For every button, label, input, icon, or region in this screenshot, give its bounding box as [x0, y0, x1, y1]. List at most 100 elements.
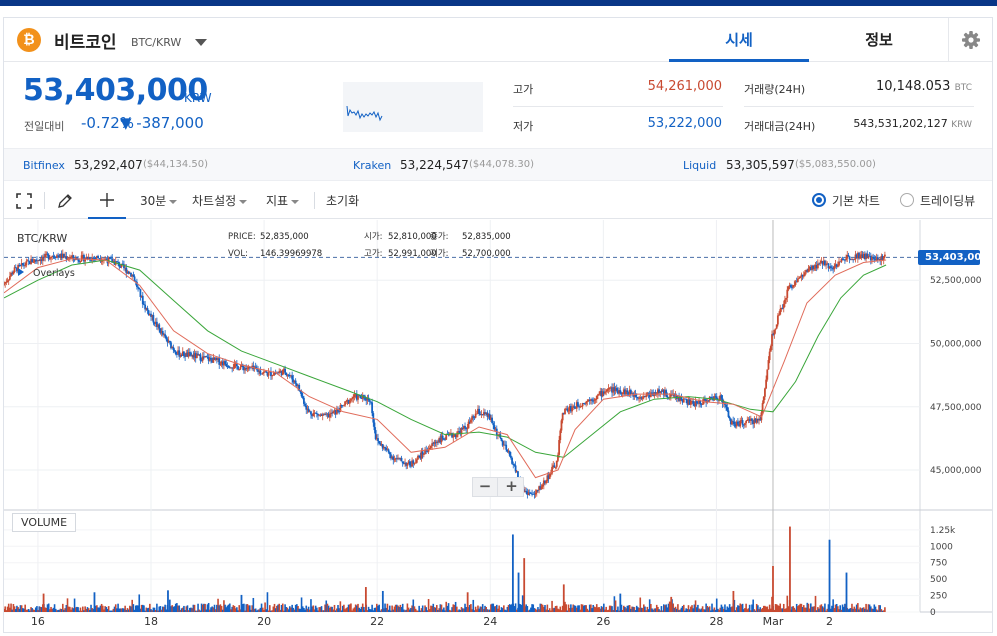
candlestick-chart[interactable]: 45,000,00047,500,00050,000,00052,500,000…	[3, 220, 992, 632]
zoom-out-button[interactable]: −	[473, 478, 498, 496]
candle-body	[711, 397, 713, 400]
volume-bar	[398, 606, 400, 612]
volume-bar	[545, 609, 547, 612]
candle-body	[346, 400, 349, 402]
volume-bar	[538, 609, 540, 612]
tradingview-radio[interactable]	[900, 193, 914, 207]
interval-select[interactable]: 30분	[140, 192, 178, 209]
candle-body	[195, 353, 198, 359]
candle-body	[395, 458, 398, 460]
reset-button[interactable]: 초기화	[326, 194, 360, 208]
volume-bar	[726, 606, 729, 612]
volume-bar	[640, 607, 643, 612]
volume-bar	[588, 604, 591, 612]
candle-body	[557, 454, 559, 461]
volume-bar	[680, 607, 683, 612]
volume-bar	[281, 603, 284, 612]
volume-bar	[853, 606, 856, 612]
candle-body	[170, 342, 172, 349]
candle-body	[527, 492, 530, 495]
candle-body	[712, 399, 715, 401]
pencil-icon[interactable]	[56, 192, 74, 210]
volume-bar	[461, 608, 464, 612]
volume-bar	[741, 603, 744, 612]
candle-body	[582, 403, 585, 404]
candle-body	[841, 259, 844, 260]
volume-bar	[752, 599, 754, 612]
volume-bar	[234, 608, 237, 612]
tradingview-label[interactable]: 트레이딩뷰	[920, 194, 976, 208]
candle-body	[24, 265, 27, 267]
candle-body	[384, 447, 386, 448]
volume-bar	[615, 610, 618, 612]
candle-body	[434, 442, 437, 444]
crosshair-button[interactable]	[88, 182, 126, 219]
volume-bar	[154, 609, 157, 612]
volume-bar	[138, 594, 141, 612]
volume-bar	[591, 608, 593, 612]
overlays-toggle-icon[interactable]	[18, 268, 24, 276]
candle-body	[393, 459, 396, 461]
zoom-in-button[interactable]: +	[505, 477, 518, 495]
price-chart-area[interactable]: 45,000,000 47,500,000 50,000,000 52,500,000…	[3, 220, 992, 632]
indicators-menu[interactable]: 지표	[266, 192, 300, 209]
volume-bar	[126, 608, 129, 612]
current-price: 53,403,000	[23, 73, 208, 108]
candle-body	[460, 428, 463, 435]
tab-info[interactable]: 정보	[865, 31, 893, 49]
candle-body	[454, 434, 457, 438]
volume-bar	[110, 610, 112, 612]
tab-price[interactable]: 시세	[669, 18, 809, 62]
volume-bar	[178, 605, 181, 612]
coin-name[interactable]: 비트코인	[54, 33, 117, 53]
volume-bar	[401, 603, 404, 612]
volume-bar	[795, 603, 798, 612]
candle-body	[594, 399, 597, 400]
basic-chart-radio[interactable]	[812, 193, 826, 207]
overlays-toggle[interactable]: Overlays	[33, 268, 75, 279]
chevron-down-icon[interactable]	[195, 39, 207, 46]
volume-bar	[276, 605, 278, 612]
coin-pair[interactable]: BTC/KRW	[131, 36, 182, 49]
candle-body	[138, 287, 141, 290]
candle-body	[313, 412, 316, 414]
candle-body	[190, 352, 192, 356]
volume-spike-bar	[732, 590, 735, 612]
candle-body	[132, 274, 135, 277]
candle-body	[445, 434, 448, 440]
volume-bar	[639, 597, 642, 612]
candle-body	[143, 304, 145, 306]
volume-bar	[564, 601, 566, 612]
candle-body	[94, 258, 97, 259]
volume-bar	[526, 606, 529, 612]
volume-bar	[762, 605, 765, 612]
chart-settings-menu[interactable]: 차트설정	[192, 192, 248, 209]
volume-bar	[547, 610, 550, 612]
candle-body	[131, 274, 134, 277]
exchange-usd-kraken: ($44,078.30)	[469, 159, 535, 170]
candle-body	[559, 430, 562, 441]
volume-bar	[354, 604, 357, 612]
candle-body	[858, 253, 860, 259]
settings-button[interactable]	[948, 18, 992, 62]
candle-body	[48, 258, 51, 260]
candle-body	[50, 256, 52, 259]
candle-body	[305, 405, 308, 410]
volume-bar	[318, 607, 320, 612]
volume-bar	[558, 609, 560, 612]
candle-body	[793, 284, 796, 286]
volume-bar	[104, 606, 106, 612]
candle-body	[505, 444, 508, 450]
volume-bar	[808, 608, 811, 612]
fullscreen-icon[interactable]	[16, 193, 32, 209]
volume-bar	[173, 606, 176, 612]
candle-body	[538, 486, 541, 491]
candle-body	[166, 339, 169, 343]
candle-body	[504, 444, 506, 446]
volume-bar	[405, 609, 408, 612]
candle-body	[204, 356, 207, 358]
basic-chart-label[interactable]: 기본 차트	[832, 194, 880, 208]
volume-bar	[247, 605, 250, 612]
candle-body	[540, 486, 543, 490]
volume-bar	[611, 606, 613, 612]
